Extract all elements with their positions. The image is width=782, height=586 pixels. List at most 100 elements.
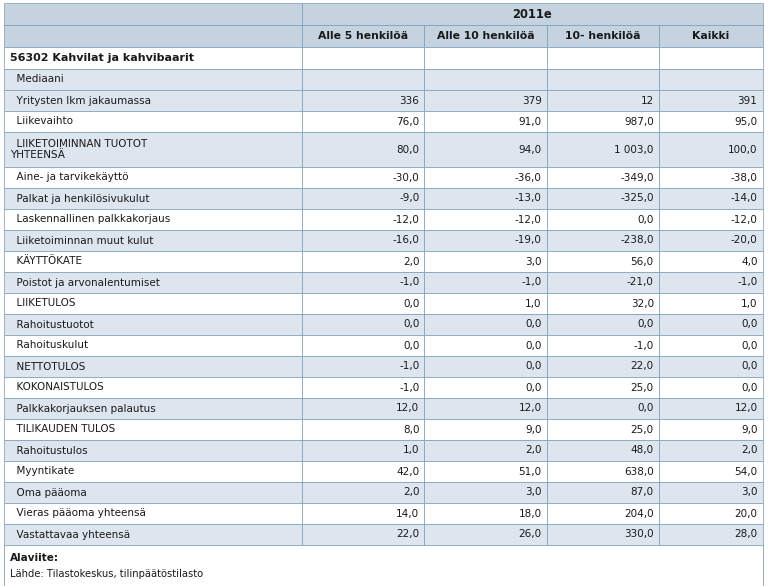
Bar [658, 90, 762, 111]
Text: NETTOTULOS: NETTOTULOS [10, 362, 85, 372]
Text: 25,0: 25,0 [630, 424, 654, 434]
Text: 2,0: 2,0 [403, 488, 419, 498]
Bar [658, 524, 762, 545]
Bar [658, 503, 762, 524]
Bar [4, 503, 302, 524]
Text: 0,0: 0,0 [637, 404, 654, 414]
Bar [4, 545, 762, 586]
Text: 1,0: 1,0 [403, 445, 419, 455]
Text: 0,0: 0,0 [741, 340, 758, 350]
Bar [302, 461, 425, 482]
Bar [302, 132, 425, 167]
Bar [658, 293, 762, 314]
Text: 391: 391 [737, 96, 758, 105]
Bar [4, 335, 302, 356]
Text: Mediaani: Mediaani [10, 74, 64, 84]
Bar [547, 90, 658, 111]
Bar [302, 440, 425, 461]
Bar [425, 398, 547, 419]
Bar [4, 69, 302, 90]
Bar [658, 230, 762, 251]
Bar [658, 482, 762, 503]
Bar [547, 314, 658, 335]
Bar [425, 69, 547, 90]
Bar [658, 314, 762, 335]
Bar [302, 503, 425, 524]
Bar [658, 440, 762, 461]
Bar [4, 293, 302, 314]
Bar [547, 111, 658, 132]
Text: -12,0: -12,0 [393, 214, 419, 224]
Text: 94,0: 94,0 [518, 145, 542, 155]
Text: -1,0: -1,0 [633, 340, 654, 350]
Text: 56,0: 56,0 [630, 257, 654, 267]
Bar [425, 132, 547, 167]
Bar [302, 377, 425, 398]
Bar [658, 167, 762, 188]
Bar [425, 356, 547, 377]
Bar [4, 209, 302, 230]
Bar [547, 251, 658, 272]
Text: 2,0: 2,0 [741, 445, 758, 455]
Bar [425, 293, 547, 314]
Bar [302, 335, 425, 356]
Text: 3,0: 3,0 [525, 257, 542, 267]
Text: Lähde: Tilastokeskus, tilinpäätöstilasto: Lähde: Tilastokeskus, tilinpäätöstilasto [10, 568, 203, 578]
Bar [4, 356, 302, 377]
Text: 0,0: 0,0 [637, 214, 654, 224]
Bar [4, 230, 302, 251]
Text: 12,0: 12,0 [396, 404, 419, 414]
Text: 1 003,0: 1 003,0 [615, 145, 654, 155]
Bar [425, 314, 547, 335]
Text: Oma pääoma: Oma pääoma [10, 488, 87, 498]
Text: Poistot ja arvonalentumiset: Poistot ja arvonalentumiset [10, 278, 160, 288]
Bar [658, 398, 762, 419]
Text: 0,0: 0,0 [741, 319, 758, 329]
Text: -19,0: -19,0 [515, 236, 542, 246]
Text: -20,0: -20,0 [730, 236, 758, 246]
Text: Liikevaihto: Liikevaihto [10, 117, 73, 127]
Text: 1,0: 1,0 [741, 298, 758, 308]
Bar [302, 69, 425, 90]
Text: Rahoitustuotot: Rahoitustuotot [10, 319, 94, 329]
Bar [658, 272, 762, 293]
Bar [4, 482, 302, 503]
Text: 3,0: 3,0 [525, 488, 542, 498]
Text: KOKONAISTULOS: KOKONAISTULOS [10, 383, 104, 393]
Bar [547, 167, 658, 188]
Text: 12: 12 [640, 96, 654, 105]
Text: 0,0: 0,0 [526, 319, 542, 329]
Text: 42,0: 42,0 [396, 466, 419, 476]
Bar [658, 188, 762, 209]
Bar [425, 209, 547, 230]
Bar [4, 314, 302, 335]
Bar [302, 167, 425, 188]
Text: 22,0: 22,0 [396, 530, 419, 540]
Bar [302, 293, 425, 314]
Bar [547, 398, 658, 419]
Text: Alle 5 henkilöä: Alle 5 henkilöä [318, 31, 408, 41]
Bar [547, 25, 658, 47]
Bar [425, 503, 547, 524]
Bar [658, 132, 762, 167]
Bar [302, 25, 425, 47]
Text: 20,0: 20,0 [734, 509, 758, 519]
Text: Alle 10 henkilöä: Alle 10 henkilöä [436, 31, 534, 41]
Text: -1,0: -1,0 [399, 362, 419, 372]
Text: Rahoitustulos: Rahoitustulos [10, 445, 88, 455]
Bar [425, 25, 547, 47]
Bar [547, 188, 658, 209]
Bar [658, 461, 762, 482]
Bar [425, 111, 547, 132]
Bar [302, 90, 425, 111]
Text: 987,0: 987,0 [624, 117, 654, 127]
Text: 12,0: 12,0 [518, 404, 542, 414]
Bar [547, 482, 658, 503]
Text: 25,0: 25,0 [630, 383, 654, 393]
Bar [658, 419, 762, 440]
Text: 54,0: 54,0 [734, 466, 758, 476]
Text: -1,0: -1,0 [522, 278, 542, 288]
Text: 0,0: 0,0 [403, 319, 419, 329]
Text: -325,0: -325,0 [620, 193, 654, 203]
Text: 638,0: 638,0 [624, 466, 654, 476]
